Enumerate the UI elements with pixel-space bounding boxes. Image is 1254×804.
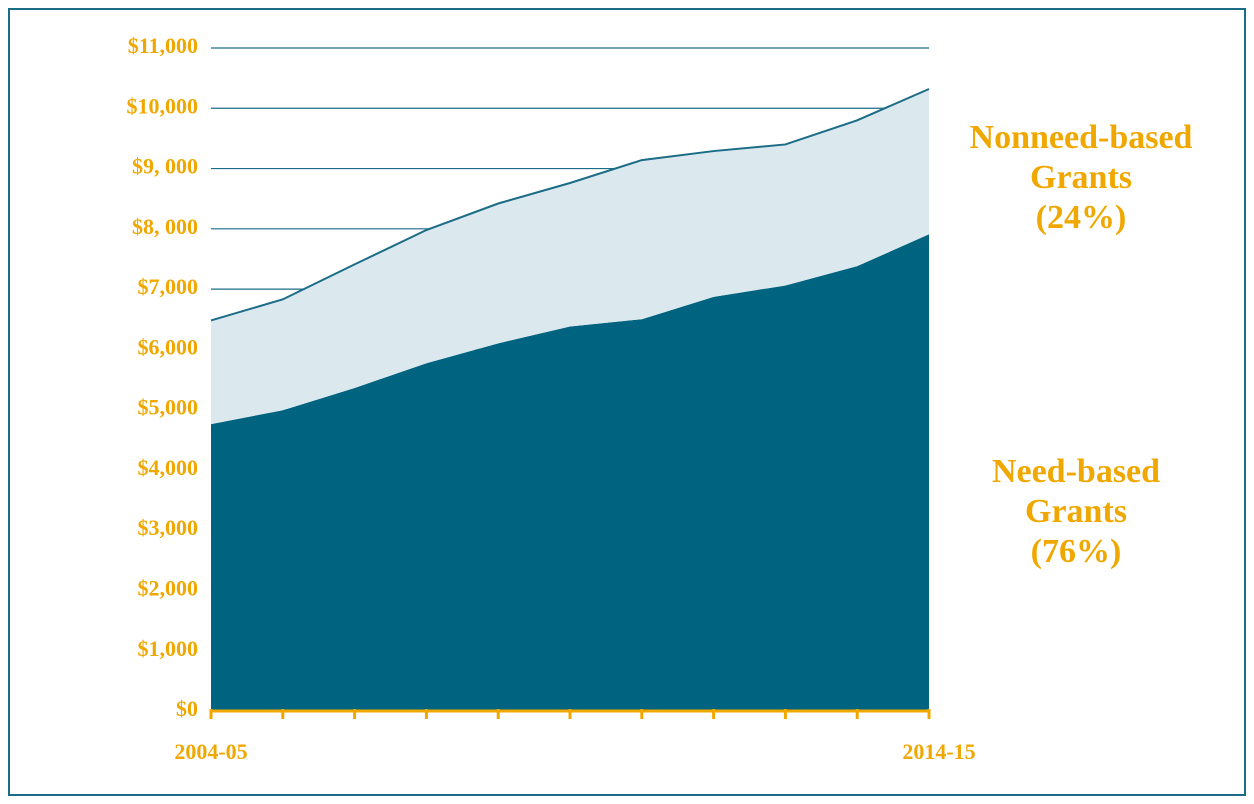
area: [211, 234, 929, 711]
series-share: (76%): [1030, 533, 1122, 570]
y-tick-label: $7,000: [138, 274, 199, 299]
y-tick-label: $3,000: [138, 515, 199, 540]
x-tick-label: 2014-15: [902, 739, 975, 764]
y-tick-label: $9, 000: [132, 154, 198, 179]
x-tick-label: 2004-05: [174, 739, 247, 764]
y-tick-label: $2,000: [138, 576, 199, 601]
area-outline: [210, 88, 930, 322]
y-tick-label: $10,000: [127, 93, 199, 118]
series-label: Need-based Grants (76%): [946, 452, 1206, 572]
y-tick-label: $0: [176, 696, 198, 721]
y-tick-label: $11,000: [128, 33, 198, 58]
series-name: Need-based Grants: [991, 453, 1161, 530]
area: [211, 88, 929, 425]
series-label: Nonneed-based Grants (24%): [951, 118, 1211, 238]
y-tick-label: $4,000: [138, 455, 199, 480]
y-tick-label: $6,000: [138, 334, 199, 359]
series-share: (24%): [1035, 199, 1127, 236]
series-name: Nonneed-based Grants: [969, 119, 1193, 196]
y-tick-label: $1,000: [138, 636, 199, 661]
y-tick-label: $8, 000: [132, 214, 198, 239]
y-tick-label: $5,000: [138, 395, 199, 420]
frame: [8, 8, 1246, 796]
